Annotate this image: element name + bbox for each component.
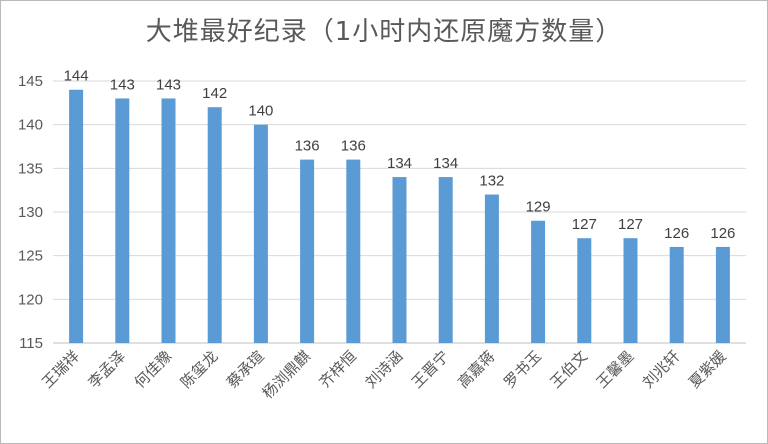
y-tick-label: 120 [18,291,43,308]
x-tick-label: 刘诗涵 [362,347,407,392]
x-tick-label: 何佳豫 [131,347,176,392]
data-label: 143 [156,76,181,93]
x-tick-label: 刘兆轩 [639,347,684,392]
bar [161,98,176,343]
x-tick-label: 杨浏鼎麒 [259,347,314,402]
data-label: 126 [710,225,735,242]
bar [69,89,84,343]
bar [577,238,592,343]
x-tick-label: 王晋宁 [408,347,453,392]
bar [623,238,638,343]
x-tick-label: 齐梓恒 [316,347,361,392]
data-label: 126 [664,225,689,242]
x-tick-label: 王馨墨 [593,347,638,392]
y-tick-label: 130 [18,204,43,221]
x-tick-label: 高嘉蒋 [454,347,499,392]
y-tick-label: 140 [18,117,43,134]
bar [115,98,130,343]
chart-title: 大堆最好纪录（1小时内还原魔方数量） [145,17,623,47]
data-labels: 144 143 143 142 140 136 136 134 134 132 129 127 127 1… [64,68,736,242]
bar [253,124,268,344]
data-label: 134 [387,155,412,172]
bar [300,159,315,343]
bars [69,89,730,344]
data-label: 127 [572,216,597,233]
bar [669,246,684,343]
x-tick-label: 陈玺龙 [177,347,222,392]
bar [484,194,499,343]
bar [438,177,453,343]
data-label: 129 [526,199,551,216]
data-label: 136 [295,138,320,155]
y-tick-label: 125 [18,248,43,265]
y-tick-label: 115 [19,335,43,352]
x-tick-label: 罗书玉 [500,347,545,392]
data-label: 140 [248,103,273,120]
data-label: 144 [64,68,89,85]
x-tick-label: 李孟泽 [85,347,130,392]
x-tick-label: 蔡承瑄 [223,347,268,392]
x-tick-label: 王伯文 [547,347,592,392]
x-tick-label: 王瑞祥 [38,347,83,392]
data-label: 134 [433,155,458,172]
y-tick-label: 135 [18,160,43,177]
bar [715,246,730,343]
x-tick-label: 夏紫媛 [685,347,730,392]
bar [392,177,407,343]
y-tick-label: 145 [18,73,43,90]
data-label: 142 [202,85,227,102]
bar [346,159,361,343]
y-axis-ticks: 115 120 125 130 135 140 145 [18,73,43,352]
bar [531,220,546,343]
data-label: 136 [341,138,366,155]
data-label: 143 [110,76,135,93]
bar [207,107,222,343]
data-label: 127 [618,216,643,233]
data-label: 132 [479,173,504,190]
